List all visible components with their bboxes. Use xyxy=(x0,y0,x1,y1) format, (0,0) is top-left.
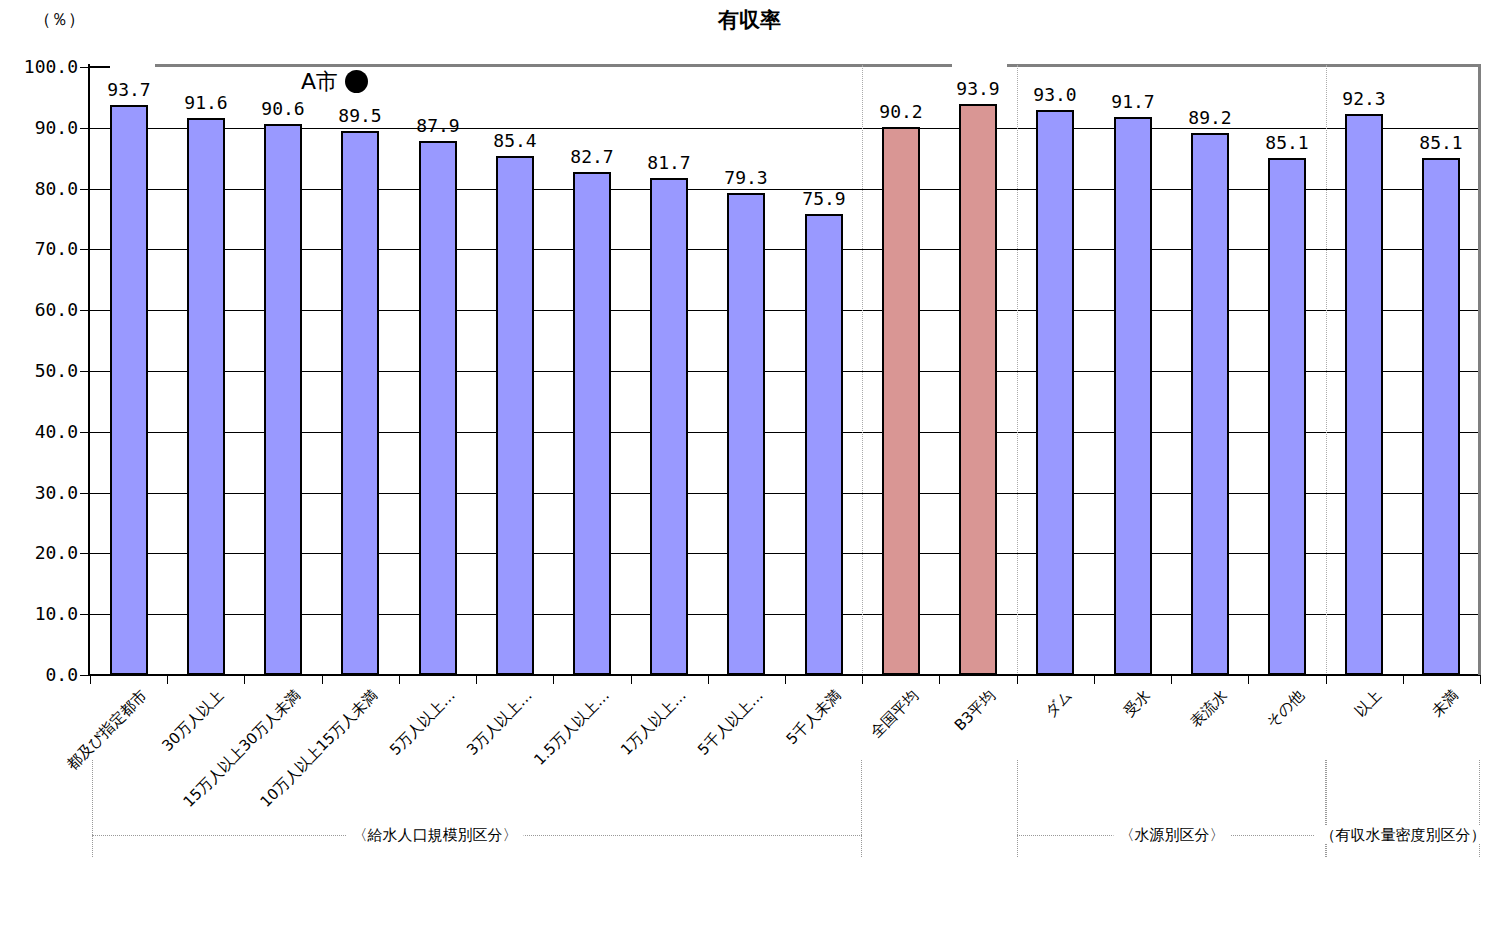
bar xyxy=(1036,110,1074,675)
bar xyxy=(264,124,302,675)
x-tick xyxy=(1403,676,1404,684)
category-label: 未満 xyxy=(1429,687,1462,720)
bar xyxy=(419,141,457,675)
x-tick xyxy=(553,676,554,684)
category-label: 受水 xyxy=(1121,687,1154,720)
category-label: B3平均 xyxy=(952,687,999,734)
y-axis xyxy=(88,64,90,675)
x-tick xyxy=(785,676,786,684)
group-bracket-label: 〈水源別区分〉 xyxy=(1114,826,1231,844)
y-tick-label: 90.0 xyxy=(0,119,78,137)
x-tick xyxy=(1094,676,1095,684)
category-label: 5千人未満 xyxy=(784,687,845,748)
bar xyxy=(1191,133,1229,675)
bar xyxy=(1114,117,1152,675)
category-label: 1.5万人以上… xyxy=(531,687,613,769)
x-tick xyxy=(1171,676,1172,684)
group-bracket-label: 〈給水人口規模別区分〉 xyxy=(347,826,524,844)
x-tick xyxy=(1017,676,1018,684)
x-tick xyxy=(862,676,863,684)
group-bracket-label: （有収水量密度別区分） xyxy=(1315,826,1492,844)
bar-value-label: 75.9 xyxy=(779,190,869,208)
a-city-marker-dot-icon xyxy=(345,70,368,93)
group-bracket-left-line xyxy=(1017,760,1019,857)
x-tick xyxy=(244,676,245,684)
x-tick xyxy=(939,676,940,684)
category-label: 1万人以上… xyxy=(618,687,689,758)
x-tick xyxy=(631,676,632,684)
bar xyxy=(1268,158,1306,675)
bar xyxy=(110,105,148,675)
bar-value-label: 90.2 xyxy=(856,103,946,121)
bar-value-label: 89.2 xyxy=(1165,109,1255,127)
y-tick-label: 0.0 xyxy=(0,666,78,684)
bar-value-label: 79.3 xyxy=(701,169,791,187)
bar-value-label: 93.0 xyxy=(1010,86,1100,104)
y-tick-label: 40.0 xyxy=(0,423,78,441)
x-tick xyxy=(1480,676,1481,684)
y-tick-label: 10.0 xyxy=(0,605,78,623)
bar-value-label: 89.5 xyxy=(315,107,405,125)
category-label: 全国平均 xyxy=(868,687,922,741)
x-tick xyxy=(708,676,709,684)
axis-corner-stub xyxy=(88,66,110,68)
y-tick-label: 60.0 xyxy=(0,301,78,319)
bar-value-label: 92.3 xyxy=(1319,90,1409,108)
category-label: 5万人以上… xyxy=(387,687,458,758)
category-label: 表流水 xyxy=(1187,687,1230,730)
plot-right-border xyxy=(1478,64,1481,675)
category-label: ダム xyxy=(1042,687,1075,720)
chart-title: 有収率 xyxy=(0,6,1499,34)
x-tick xyxy=(1326,676,1327,684)
category-label: その他 xyxy=(1264,687,1308,731)
bar xyxy=(496,156,534,675)
category-label: 30万人以上 xyxy=(159,687,227,755)
bar xyxy=(882,127,920,675)
bar xyxy=(187,118,225,675)
x-tick xyxy=(399,676,400,684)
x-tick xyxy=(476,676,477,684)
category-label: 5千人以上… xyxy=(695,687,766,758)
bar-value-label: 85.1 xyxy=(1242,134,1332,152)
x-tick xyxy=(1248,676,1249,684)
category-label: 都及び指定都市 xyxy=(63,687,149,773)
bar xyxy=(805,214,843,675)
a-city-annotation: A市 xyxy=(301,70,368,93)
y-tick-label: 50.0 xyxy=(0,362,78,380)
y-axis-unit-label: （％） xyxy=(34,8,85,31)
bar xyxy=(650,178,688,675)
x-tick xyxy=(322,676,323,684)
plot-separator xyxy=(862,65,864,673)
group-bracket-right-line xyxy=(861,760,863,857)
bar xyxy=(959,104,997,675)
x-tick xyxy=(90,676,91,684)
x-tick xyxy=(167,676,168,684)
bar xyxy=(1345,114,1383,675)
bar xyxy=(341,131,379,675)
category-label: 3万人以上… xyxy=(464,687,535,758)
y-tick-label: 70.0 xyxy=(0,240,78,258)
bar-value-label: 85.1 xyxy=(1396,134,1486,152)
plot-top-border xyxy=(155,64,952,67)
y-tick-label: 20.0 xyxy=(0,544,78,562)
bar xyxy=(573,172,611,675)
a-city-label: A市 xyxy=(301,71,338,93)
y-tick-label: 80.0 xyxy=(0,180,78,198)
plot-top-border xyxy=(1007,64,1481,67)
bar xyxy=(727,193,765,675)
category-label: 以上 xyxy=(1352,687,1385,720)
plot-separator xyxy=(1326,65,1328,673)
bar xyxy=(1422,158,1460,675)
group-bracket-left-line xyxy=(92,760,94,857)
plot-separator xyxy=(1017,65,1019,673)
revenue-water-ratio-chart: 有収率 （％） A市 0.0 10.0 20.0 30.0 40.0 50.0 60.0 70… xyxy=(0,0,1499,927)
y-tick-label: 30.0 xyxy=(0,484,78,502)
y-tick-label: 100.0 xyxy=(0,58,78,76)
